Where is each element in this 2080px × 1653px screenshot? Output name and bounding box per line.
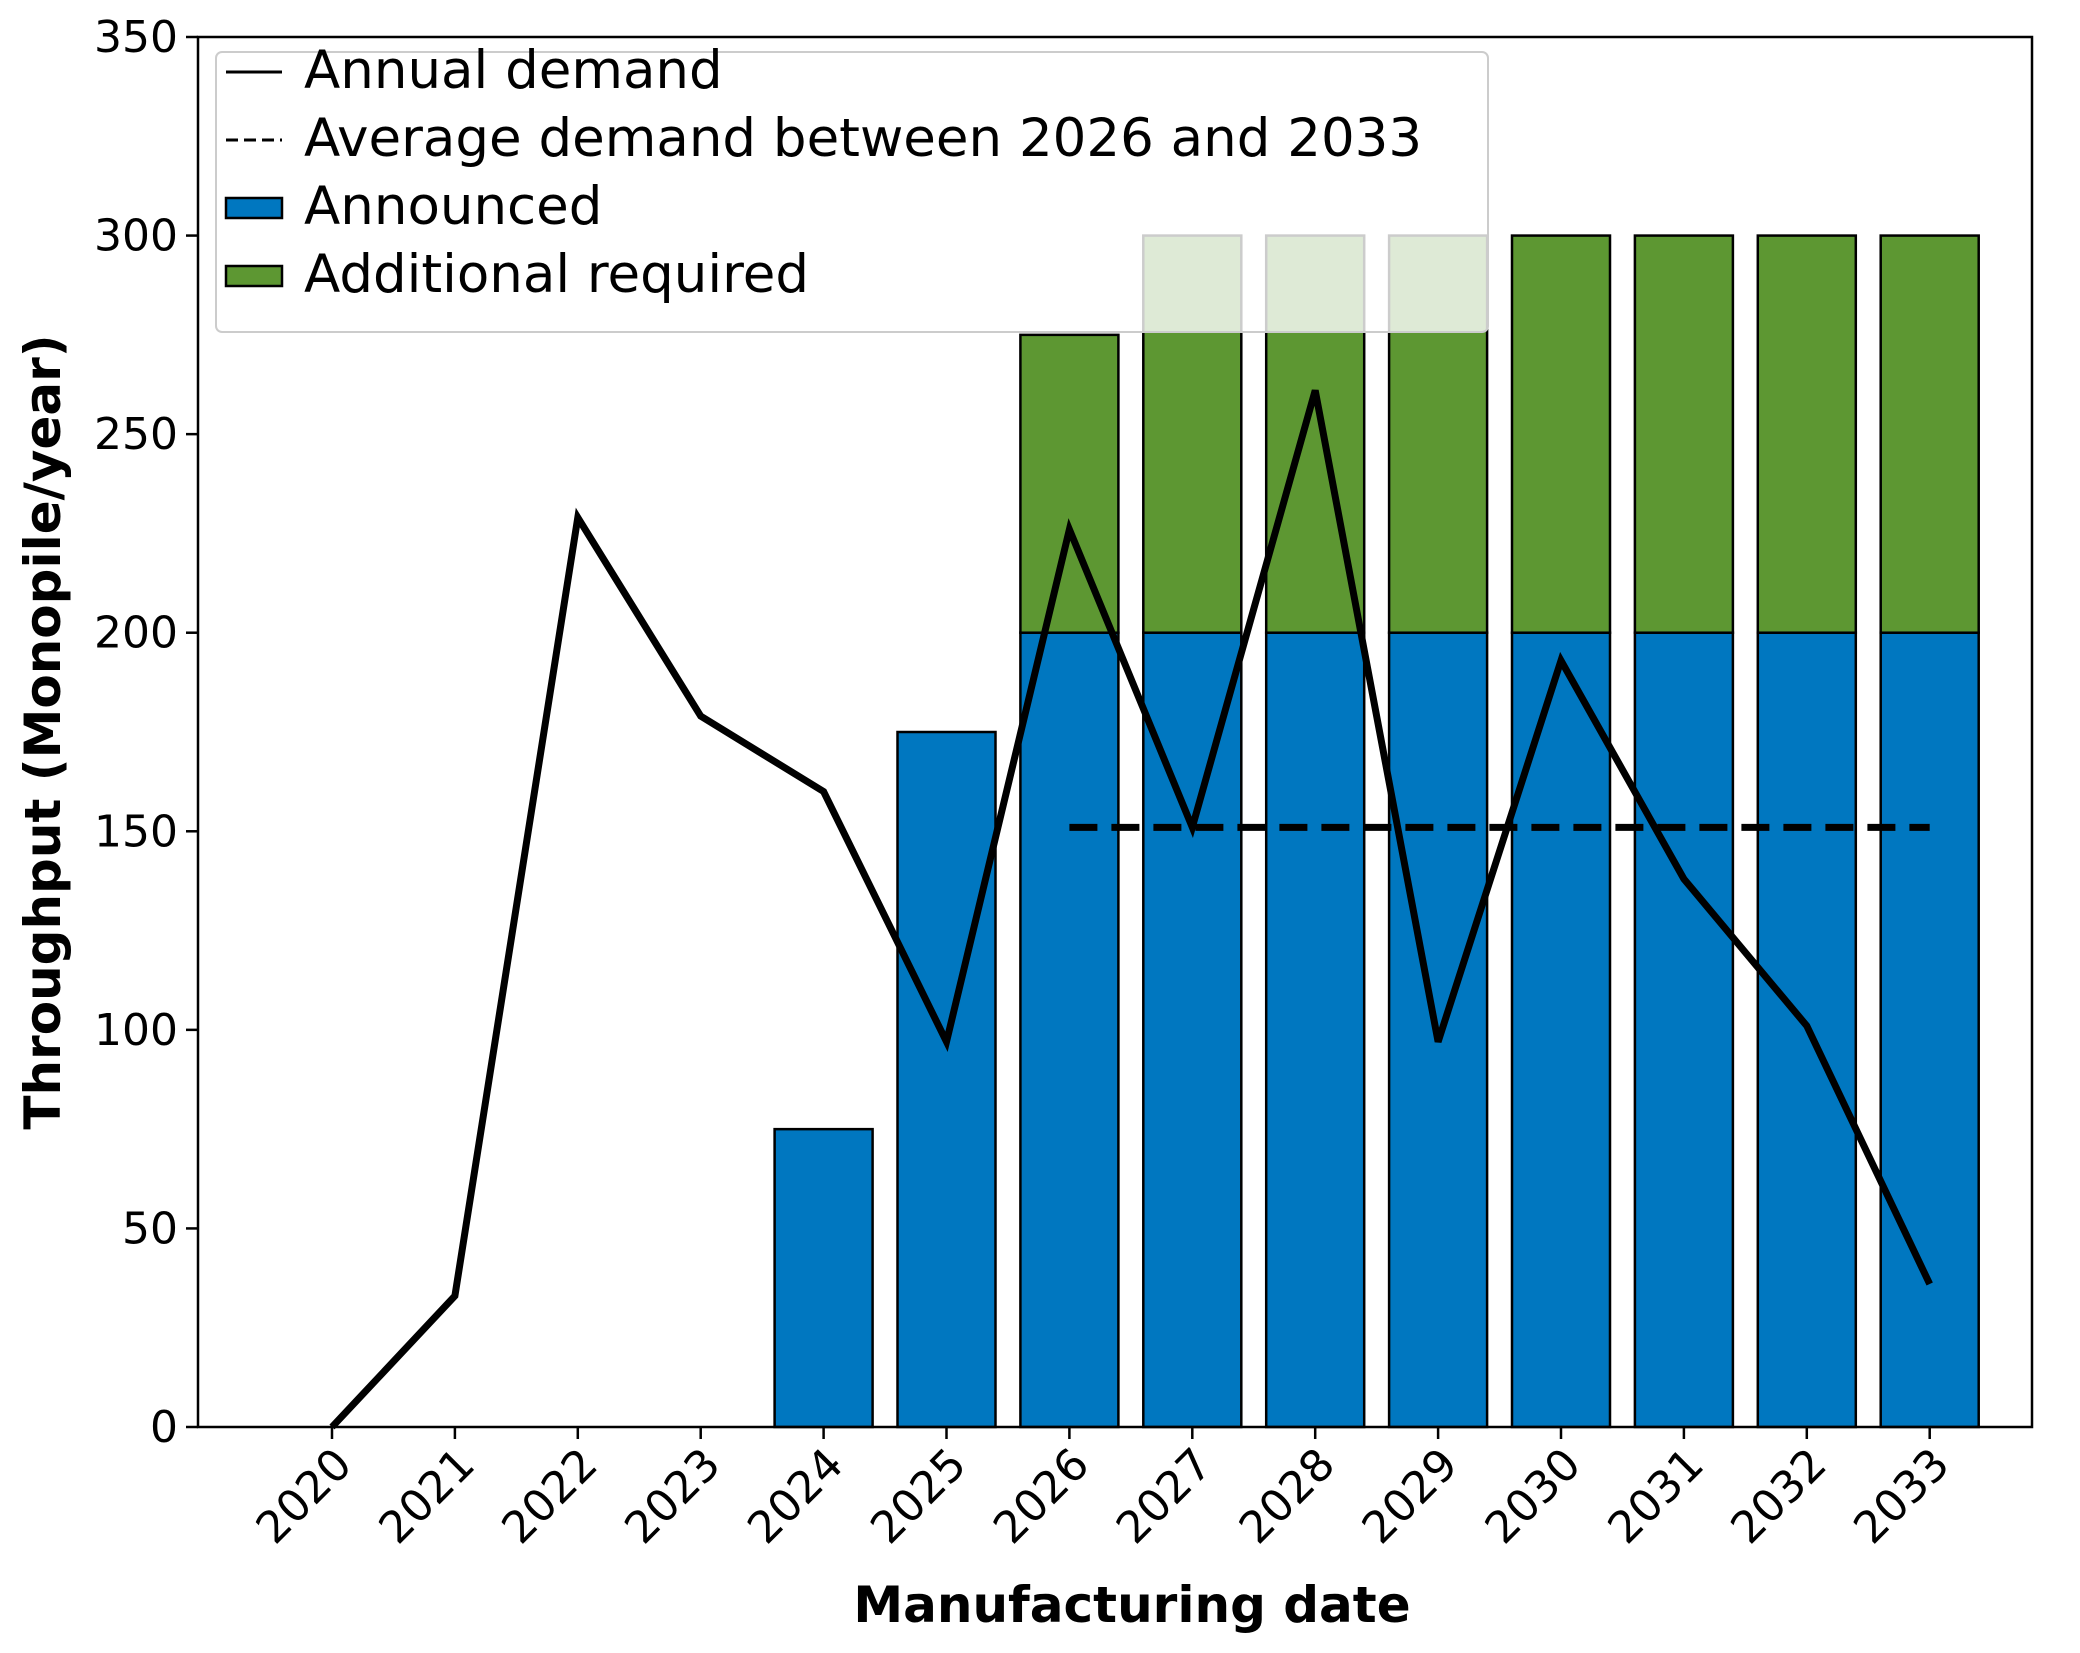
y-tick-label-250: 250 <box>94 409 178 460</box>
bar-announced-2026 <box>1019 631 1120 1429</box>
annual-demand-line <box>329 389 1933 1430</box>
bar-additional-required-2032 <box>1756 234 1858 634</box>
bar-announced-2024 <box>773 1127 874 1429</box>
bar-additional-required-2026 <box>1019 333 1120 634</box>
y-tick-label-150: 150 <box>94 806 178 857</box>
x-axis-title: Manufacturing date <box>853 1576 1410 1634</box>
legend-swatch-announced <box>224 196 284 220</box>
y-tick-label-100: 100 <box>94 1005 178 1056</box>
y-tick-label-50: 50 <box>122 1203 178 1254</box>
legend-label-additional-required: Additional required <box>304 244 809 305</box>
bar-announced-2031 <box>1633 631 1735 1429</box>
plot-frame <box>196 35 2034 1429</box>
y-axis-title: Throughput (Monopile/year) <box>14 334 72 1129</box>
legend-box <box>215 51 1489 333</box>
bar-announced-2033 <box>1879 631 1980 1429</box>
legend: Annual demand Average demand between 2026… <box>215 40 1489 333</box>
bar-additional-required-2030 <box>1510 234 1612 634</box>
y-tick-label-200: 200 <box>94 608 178 659</box>
bar-additional-required-2031 <box>1633 234 1735 634</box>
legend-label-average-demand-between-2026-and-2033: Average demand between 2026 and 2033 <box>304 108 1422 169</box>
y-tick-label-0: 0 <box>150 1402 178 1453</box>
bar-announced-2030 <box>1510 631 1612 1429</box>
y-tick-label-350: 350 <box>94 12 178 63</box>
plot-area <box>329 234 1980 1430</box>
legend-swatch-additional-required <box>224 264 284 288</box>
bar-additional-required-2033 <box>1879 234 1980 634</box>
bar-announced-2028 <box>1264 631 1366 1429</box>
legend-label-announced: Announced <box>304 176 602 237</box>
legend-label-annual-demand: Annual demand <box>304 40 723 101</box>
bar-announced-2025 <box>896 730 997 1429</box>
y-tick-label-300: 300 <box>94 211 178 262</box>
